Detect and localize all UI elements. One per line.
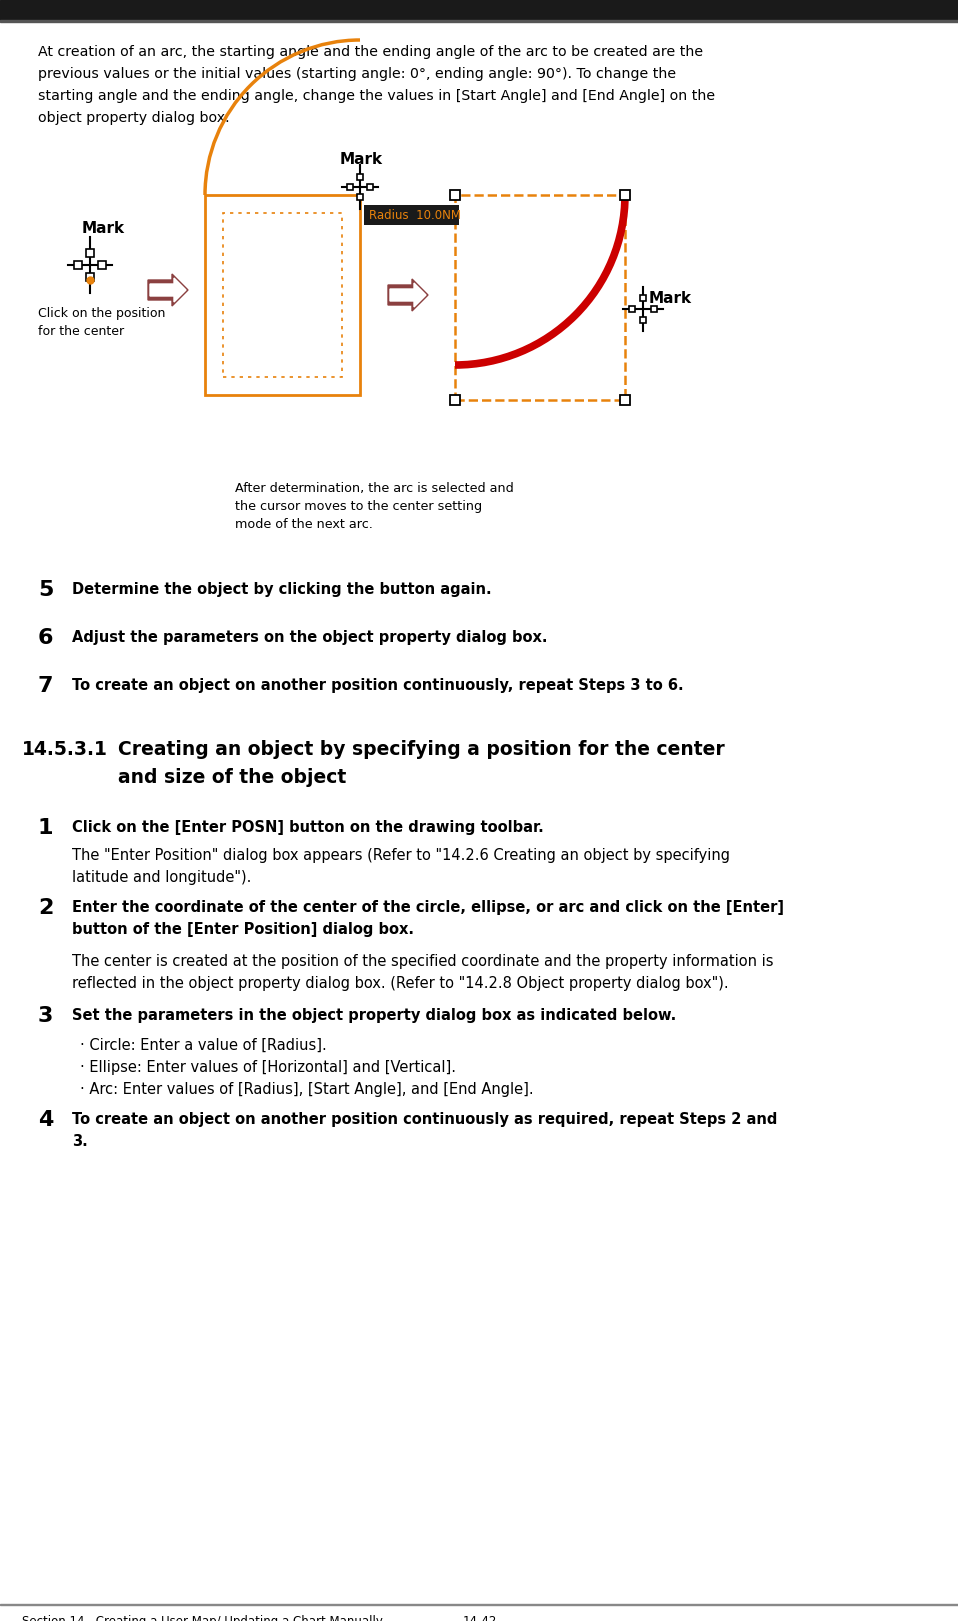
Text: 14-42: 14-42 <box>463 1615 497 1621</box>
Text: 1: 1 <box>38 819 54 838</box>
Bar <box>357 195 363 199</box>
Text: button of the [Enter Position] dialog box.: button of the [Enter Position] dialog bo… <box>72 922 414 937</box>
Text: reflected in the object property dialog box. (Refer to "14.2.8 Object property d: reflected in the object property dialog … <box>72 976 729 990</box>
Text: 4: 4 <box>38 1110 54 1130</box>
Text: Mark: Mark <box>649 292 692 306</box>
Text: Radius  10.0NM: Radius 10.0NM <box>369 209 461 222</box>
Bar <box>357 173 363 180</box>
Text: Adjust the parameters on the object property dialog box.: Adjust the parameters on the object prop… <box>72 631 548 645</box>
Bar <box>364 204 459 225</box>
Bar <box>86 272 94 280</box>
Text: Mark: Mark <box>82 220 125 237</box>
Text: 3: 3 <box>38 1007 54 1026</box>
Text: mode of the next arc.: mode of the next arc. <box>235 519 373 532</box>
Text: To create an object on another position continuously as required, repeat Steps 2: To create an object on another position … <box>72 1112 777 1127</box>
Text: 2: 2 <box>38 898 54 917</box>
Bar <box>450 190 460 199</box>
Text: Enter the coordinate of the center of the circle, ellipse, or arc and click on t: Enter the coordinate of the center of th… <box>72 900 784 914</box>
Bar <box>205 195 360 396</box>
FancyArrow shape <box>150 277 186 302</box>
Text: Click on the position: Click on the position <box>38 306 166 319</box>
Bar <box>223 212 342 378</box>
Text: for the center: for the center <box>38 324 125 339</box>
Bar <box>86 250 94 258</box>
FancyArrow shape <box>148 274 188 306</box>
Text: · Ellipse: Enter values of [Horizontal] and [Vertical].: · Ellipse: Enter values of [Horizontal] … <box>80 1060 456 1075</box>
Bar <box>367 185 373 190</box>
Text: 7: 7 <box>38 676 54 695</box>
Text: and size of the object: and size of the object <box>118 768 346 788</box>
FancyArrow shape <box>390 284 426 306</box>
Bar <box>0 19 958 23</box>
Text: object property dialog box.: object property dialog box. <box>38 110 230 125</box>
Bar <box>347 185 353 190</box>
Text: 3.: 3. <box>72 1135 88 1149</box>
Text: starting angle and the ending angle, change the values in [Start Angle] and [End: starting angle and the ending angle, cha… <box>38 89 715 104</box>
Bar <box>450 396 460 405</box>
Text: Set the parameters in the object property dialog box as indicated below.: Set the parameters in the object propert… <box>72 1008 676 1023</box>
Bar <box>640 295 646 302</box>
Text: The center is created at the position of the specified coordinate and the proper: The center is created at the position of… <box>72 955 773 969</box>
Text: 6: 6 <box>38 627 54 648</box>
Bar <box>0 0 958 19</box>
Text: Determine the object by clicking the button again.: Determine the object by clicking the but… <box>72 582 491 597</box>
Text: Click on the [Enter POSN] button on the drawing toolbar.: Click on the [Enter POSN] button on the … <box>72 820 544 835</box>
Bar <box>74 261 82 269</box>
Bar <box>651 306 657 311</box>
Text: After determination, the arc is selected and: After determination, the arc is selected… <box>235 481 513 494</box>
Bar <box>629 306 635 311</box>
Bar <box>640 318 646 323</box>
Text: latitude and longitude").: latitude and longitude"). <box>72 870 251 885</box>
Bar <box>98 261 106 269</box>
Bar <box>620 396 630 405</box>
Text: Section 14   Creating a User Map/ Updating a Chart Manually: Section 14 Creating a User Map/ Updating… <box>22 1615 383 1621</box>
Bar <box>455 195 625 400</box>
Text: the cursor moves to the center setting: the cursor moves to the center setting <box>235 499 482 512</box>
Text: previous values or the initial values (starting angle: 0°, ending angle: 90°). T: previous values or the initial values (s… <box>38 66 676 81</box>
Text: Creating an object by specifying a position for the center: Creating an object by specifying a posit… <box>118 741 725 759</box>
Bar <box>620 190 630 199</box>
Text: Mark: Mark <box>340 152 383 167</box>
FancyArrow shape <box>388 279 428 311</box>
Text: At creation of an arc, the starting angle and the ending angle of the arc to be : At creation of an arc, the starting angl… <box>38 45 703 58</box>
Text: 14.5.3.1: 14.5.3.1 <box>22 741 108 759</box>
Text: · Arc: Enter values of [Radius], [Start Angle], and [End Angle].: · Arc: Enter values of [Radius], [Start … <box>80 1081 534 1097</box>
Text: The "Enter Position" dialog box appears (Refer to "14.2.6 Creating an object by : The "Enter Position" dialog box appears … <box>72 848 730 862</box>
Text: 5: 5 <box>38 580 54 600</box>
Text: · Circle: Enter a value of [Radius].: · Circle: Enter a value of [Radius]. <box>80 1037 327 1054</box>
Text: To create an object on another position continuously, repeat Steps 3 to 6.: To create an object on another position … <box>72 678 684 694</box>
